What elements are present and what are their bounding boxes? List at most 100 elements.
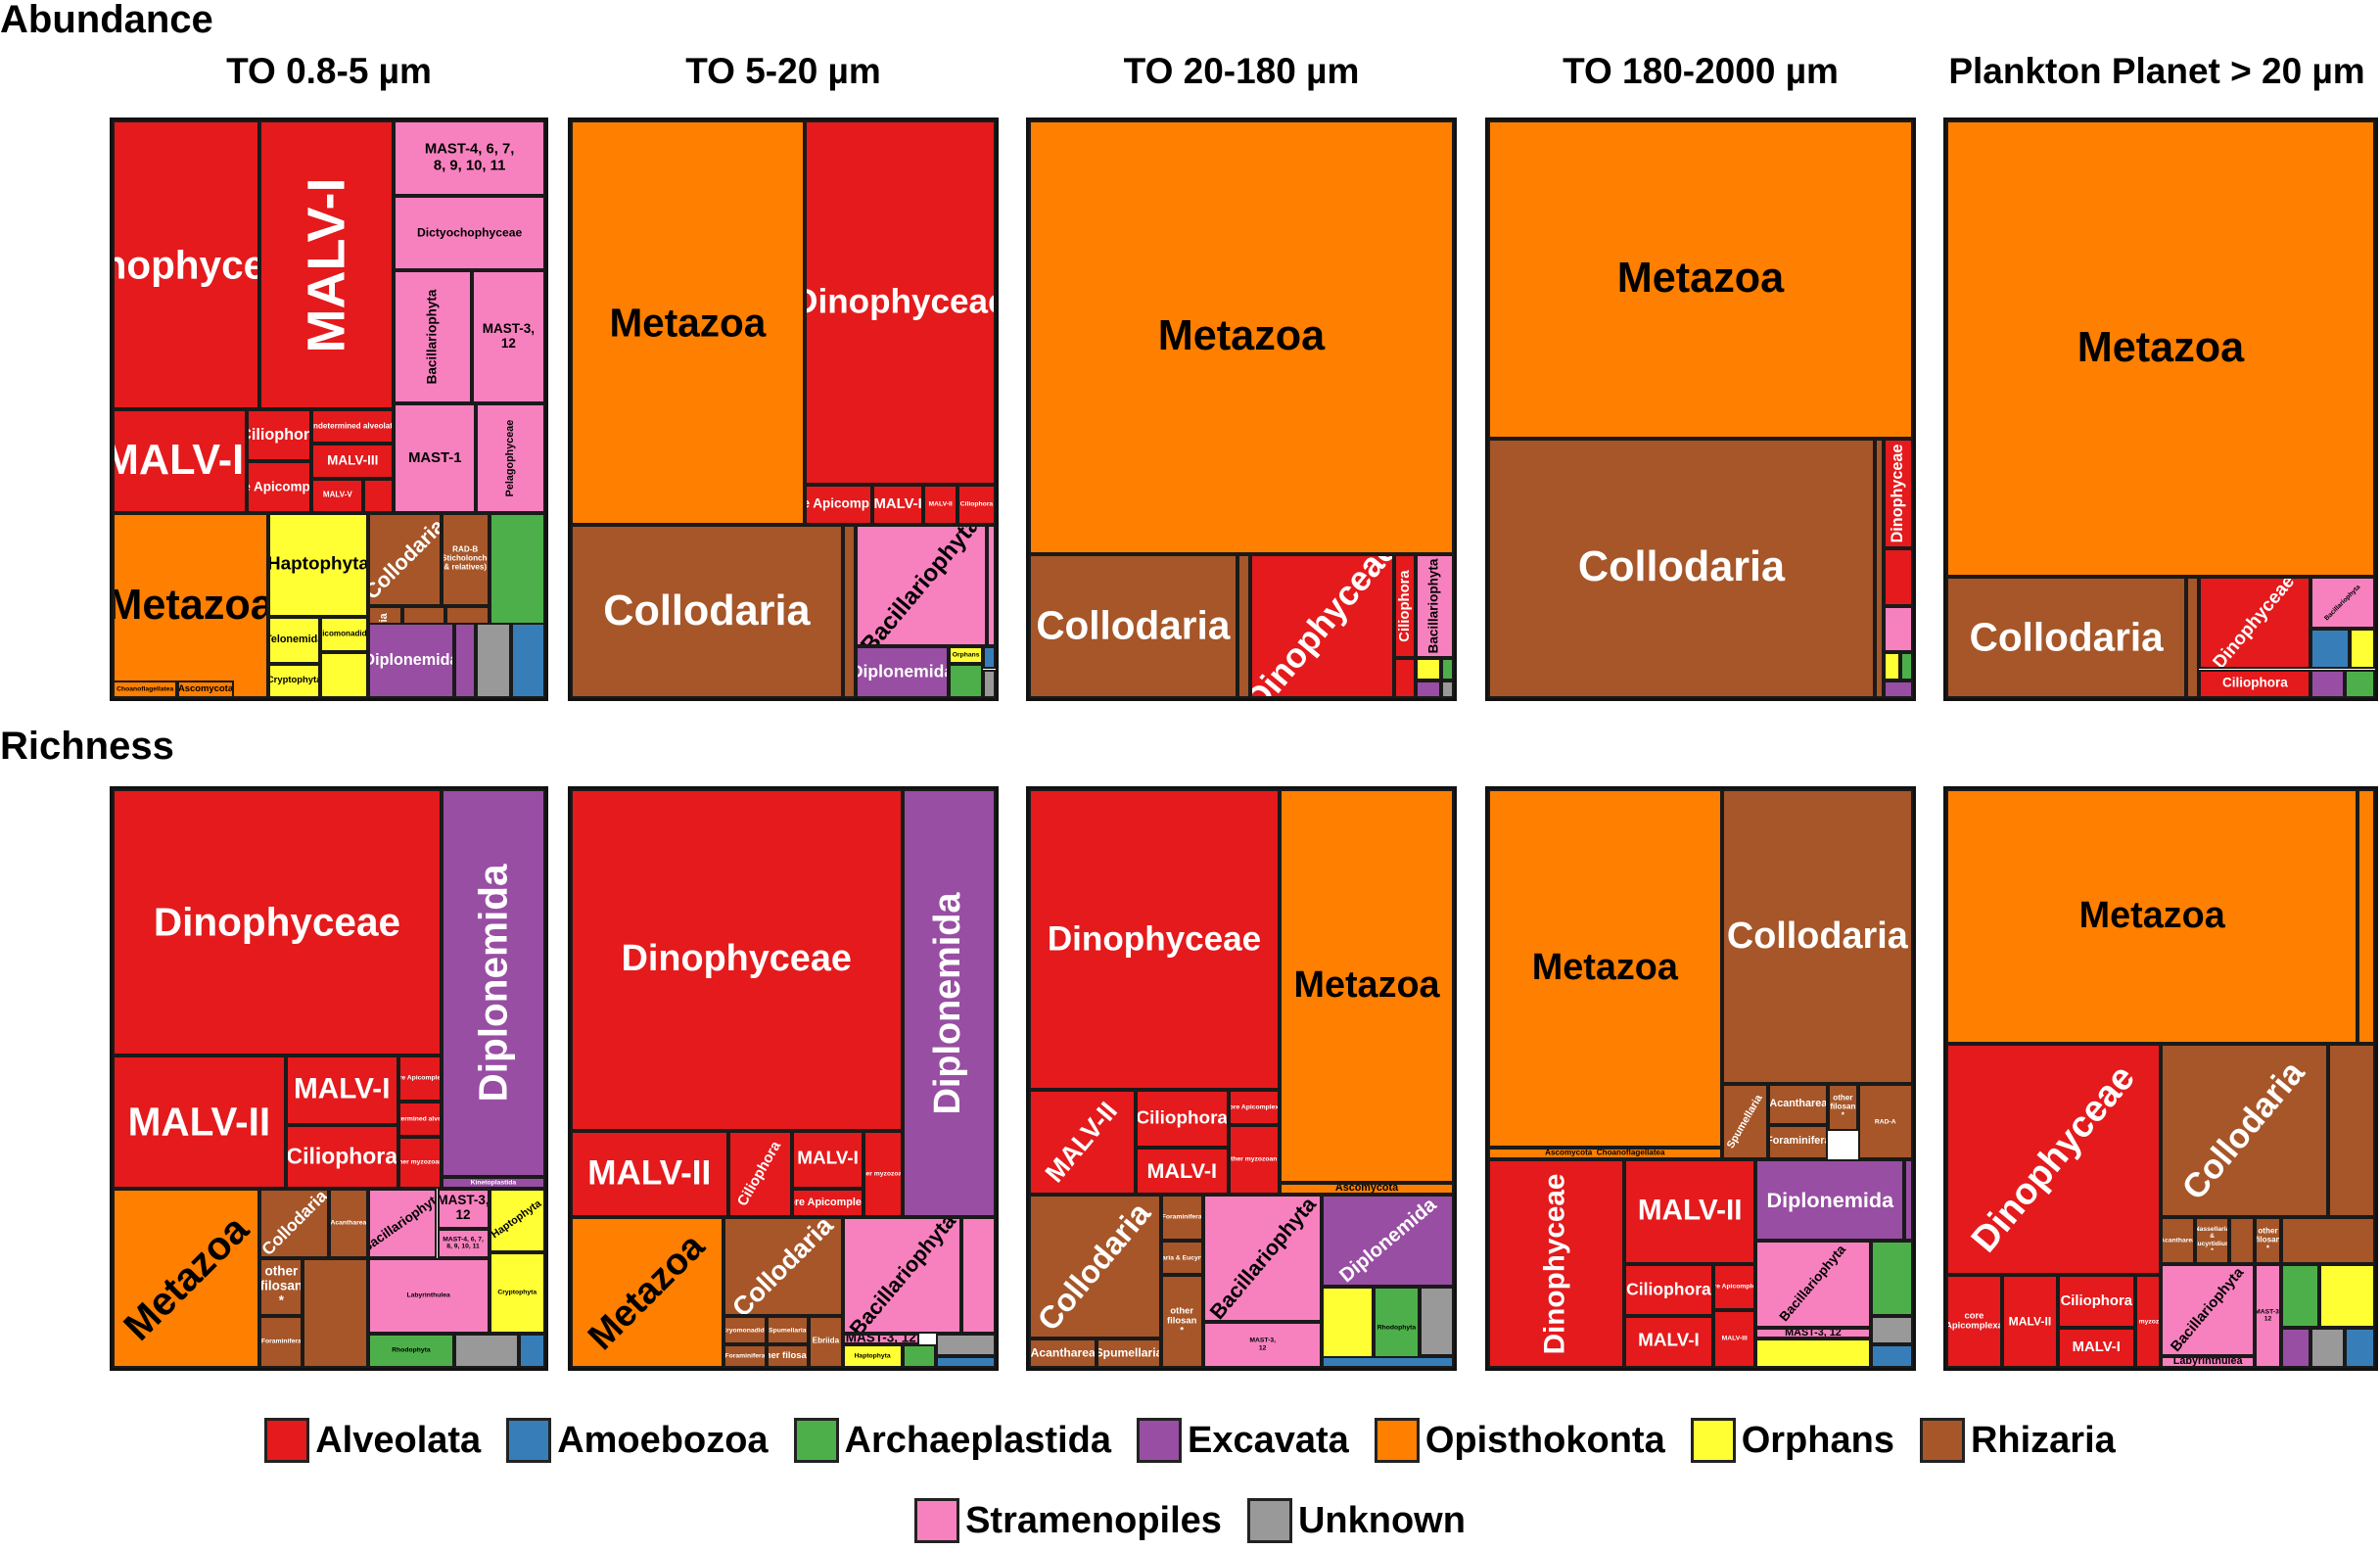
treemap-label: Bacillariophyta — [2323, 583, 2362, 623]
treemap-cell-rhizaria — [2229, 1217, 2256, 1264]
treemap-cell-dinophyceae: Dinophyceae — [1249, 553, 1395, 698]
treemap-cell-archaeplastida — [1440, 657, 1454, 681]
treemap-label: other myzozoan * — [1228, 1155, 1281, 1163]
treemap-cell-rhizaria — [1874, 438, 1884, 698]
treemap-cell-nassellaria-eucyrtidium: Nassellaria & Eucyrtidium * — [2195, 1217, 2230, 1264]
legend-row-1: Alveolata Amoebozoa Archaeplastida Excavata… — [0, 1418, 2380, 1463]
treemap-cell-diplonemida: Diplonemida — [855, 645, 950, 698]
legend-item-amoebozoa: Amoebozoa — [506, 1418, 769, 1463]
treemap-label: MAST-3, 12 — [482, 321, 536, 352]
row-title-richness: Richness — [0, 725, 174, 768]
legend-item-alveolata: Alveolata — [264, 1418, 481, 1463]
treemap-richness-0-8-5um: Dinophyceae MALV-II MALV-I Ciliophora core A… — [110, 786, 548, 1371]
treemap-cell-mast-3-12: MAST-3, 12 — [1202, 1321, 1323, 1368]
treemap-label: Ciliophora — [959, 500, 994, 508]
treemap-cell-cryptophyta: Cryptophyta — [268, 663, 321, 698]
treemap-label: core Apicomplexa — [1713, 1283, 1756, 1291]
treemap-cell-unknown — [476, 623, 511, 698]
treemap-label: other filosan * — [766, 1349, 807, 1361]
treemap-label: RAD-A — [1874, 1118, 1896, 1126]
treemap-cell-other-myzozoan: other myzozoan * — [1228, 1124, 1281, 1195]
treemap-cell-haptophyta: Haptophyta — [842, 1344, 903, 1368]
treemap-label: core Apicomplexa — [794, 1196, 863, 1208]
treemap-cell-unknown — [2310, 1327, 2346, 1368]
treemap-cell-amoebozoa — [1322, 1356, 1454, 1368]
treemap-cell-haptophyta: Haptophyta — [489, 1188, 545, 1252]
treemap-label: Bacillariophyta — [367, 1189, 438, 1256]
treemap-label: MAST-3, 12 — [2255, 1308, 2281, 1323]
row-title-abundance: Abundance — [0, 0, 213, 41]
treemap-cell-dictyochophyceae: Dictyochophyceae — [394, 195, 545, 271]
treemap-cell-archaeplastida — [1870, 1240, 1913, 1316]
panel-title-2: TO 20-180 µm — [1123, 51, 1360, 91]
treemap-label: other filosan * — [259, 1263, 303, 1308]
treemap-cell-alveolata — [1394, 657, 1416, 698]
treemap-label: Ascomycota Choanoflagellatea — [1545, 1148, 1665, 1157]
treemap-cell-metazoa: Metazoa — [1488, 120, 1913, 439]
treemap-cell-other-filosan: other filosan * — [2255, 1217, 2281, 1264]
treemap-cell-stramenopiles — [987, 525, 996, 646]
treemap-cell-excavata — [2310, 669, 2346, 698]
treemap-cell-orphans: Orphans — [949, 645, 983, 664]
panel-title-1: TO 5-20 µm — [685, 51, 881, 91]
treemap-label: core Apicomplexa — [1946, 1310, 2002, 1332]
panel-title-0: TO 0.8-5 µm — [226, 51, 432, 91]
treemap-label: Diplonemida — [367, 650, 455, 669]
treemap-cell-ciliophora: Ciliophora — [1135, 1090, 1229, 1149]
treemap-cell-stramenopiles — [961, 1217, 996, 1334]
treemap-cell-excavata — [454, 623, 477, 698]
treemap-label: core Apicomplexa — [249, 479, 312, 494]
treemap-label: Collodaria — [367, 513, 442, 605]
treemap-label: Foraminifera — [1768, 1135, 1829, 1148]
treemap-cell-ciliophora: Ciliophora — [2199, 669, 2311, 698]
treemap-label: Ciliophora — [1136, 1107, 1228, 1129]
treemap-label: Collodaria — [1726, 915, 1908, 957]
treemap-cell-metazoa: Metazoa — [1946, 789, 2358, 1045]
treemap-cell-unknown — [1440, 681, 1454, 698]
treemap-cell-collodaria: Collodaria — [1029, 1194, 1161, 1339]
legend-item-stramenopiles: Stramenopiles — [914, 1498, 1222, 1543]
legend-label: Orphans — [1741, 1419, 1894, 1461]
treemap-label: MALV-II — [928, 500, 953, 508]
treemap-cell-ciliophora: Ciliophora — [247, 409, 312, 462]
treemap-label: Acantharea — [2161, 1237, 2196, 1245]
treemap-cell-amoebozoa — [2345, 1327, 2375, 1368]
treemap-label: MALV-II — [1039, 1096, 1124, 1188]
treemap-cell-metazoa: Metazoa — [1946, 120, 2375, 578]
legend-item-opisthokonta: Opisthokonta — [1374, 1418, 1665, 1463]
treemap-cell-cryptophyta: Cryptophyta — [489, 1251, 545, 1334]
treemap-cell-rhizaria — [842, 525, 856, 698]
treemap-label: Ciliophora — [1626, 1279, 1711, 1299]
treemap-cell-malv-ii: MALV-II — [571, 1130, 728, 1218]
treemap-cell-amoebozoa — [2310, 629, 2350, 670]
treemap-cell-bacillariophyta: Bacillariophyta — [842, 1217, 962, 1334]
treemap-cell-labyrinthulea: Labyrinthulea — [367, 1257, 490, 1334]
treemap-cell-orphans — [1883, 651, 1900, 681]
treemap-cell-collodaria: Collodaria — [1029, 553, 1237, 698]
treemap-label: other filosan * — [2255, 1226, 2281, 1253]
treemap-cell-acantharea: Acantharea — [329, 1188, 368, 1258]
treemap-label: MALV-III — [327, 452, 379, 468]
treemap-cell-core-apicomplexa: core Apicomplexa — [804, 484, 873, 525]
treemap-label: Metazoa — [2077, 324, 2245, 372]
treemap-label: other myzozoan * — [865, 1170, 903, 1178]
treemap-label: MALV-II — [127, 1099, 271, 1145]
treemap-cell-bacillariophyta: Bacillariophyta — [1755, 1240, 1871, 1328]
treemap-label: Diplonemida — [927, 892, 969, 1115]
treemap-cell-other-myzozoan: other myzozoan * — [2134, 1275, 2161, 1368]
treemap-cell-archaeplastida — [2280, 1263, 2320, 1328]
treemap-label: Cryomonadida — [723, 1326, 767, 1334]
treemap-cell-kinetoplastida: Kinetoplastida — [441, 1176, 545, 1189]
treemap-label: Nassellaria & Eucyrtidium * — [2195, 1226, 2230, 1255]
treemap-label: Collodaria — [1577, 543, 1786, 591]
treemap-cell-dinophyceae: Dinophyceae — [1946, 1044, 2161, 1276]
treemap-cell-ciliophora: Ciliophora — [1623, 1263, 1713, 1316]
treemap-cell-bacillariophyta: Bacillariophyta — [367, 1188, 438, 1258]
treemap-label: MAST-3, 12 — [437, 1193, 490, 1223]
treemap-label: Dinophyceae — [807, 282, 996, 321]
treemap-cell-metazoa: Metazoa — [1280, 789, 1454, 1183]
treemap-cell-excavata — [2280, 1327, 2311, 1368]
treemap-label: MAST-3, 12 — [1249, 1337, 1277, 1352]
treemap-cell-malv-i: MALV-I — [1135, 1148, 1229, 1195]
treemap-cell-collodaria: Collodaria — [367, 513, 442, 606]
